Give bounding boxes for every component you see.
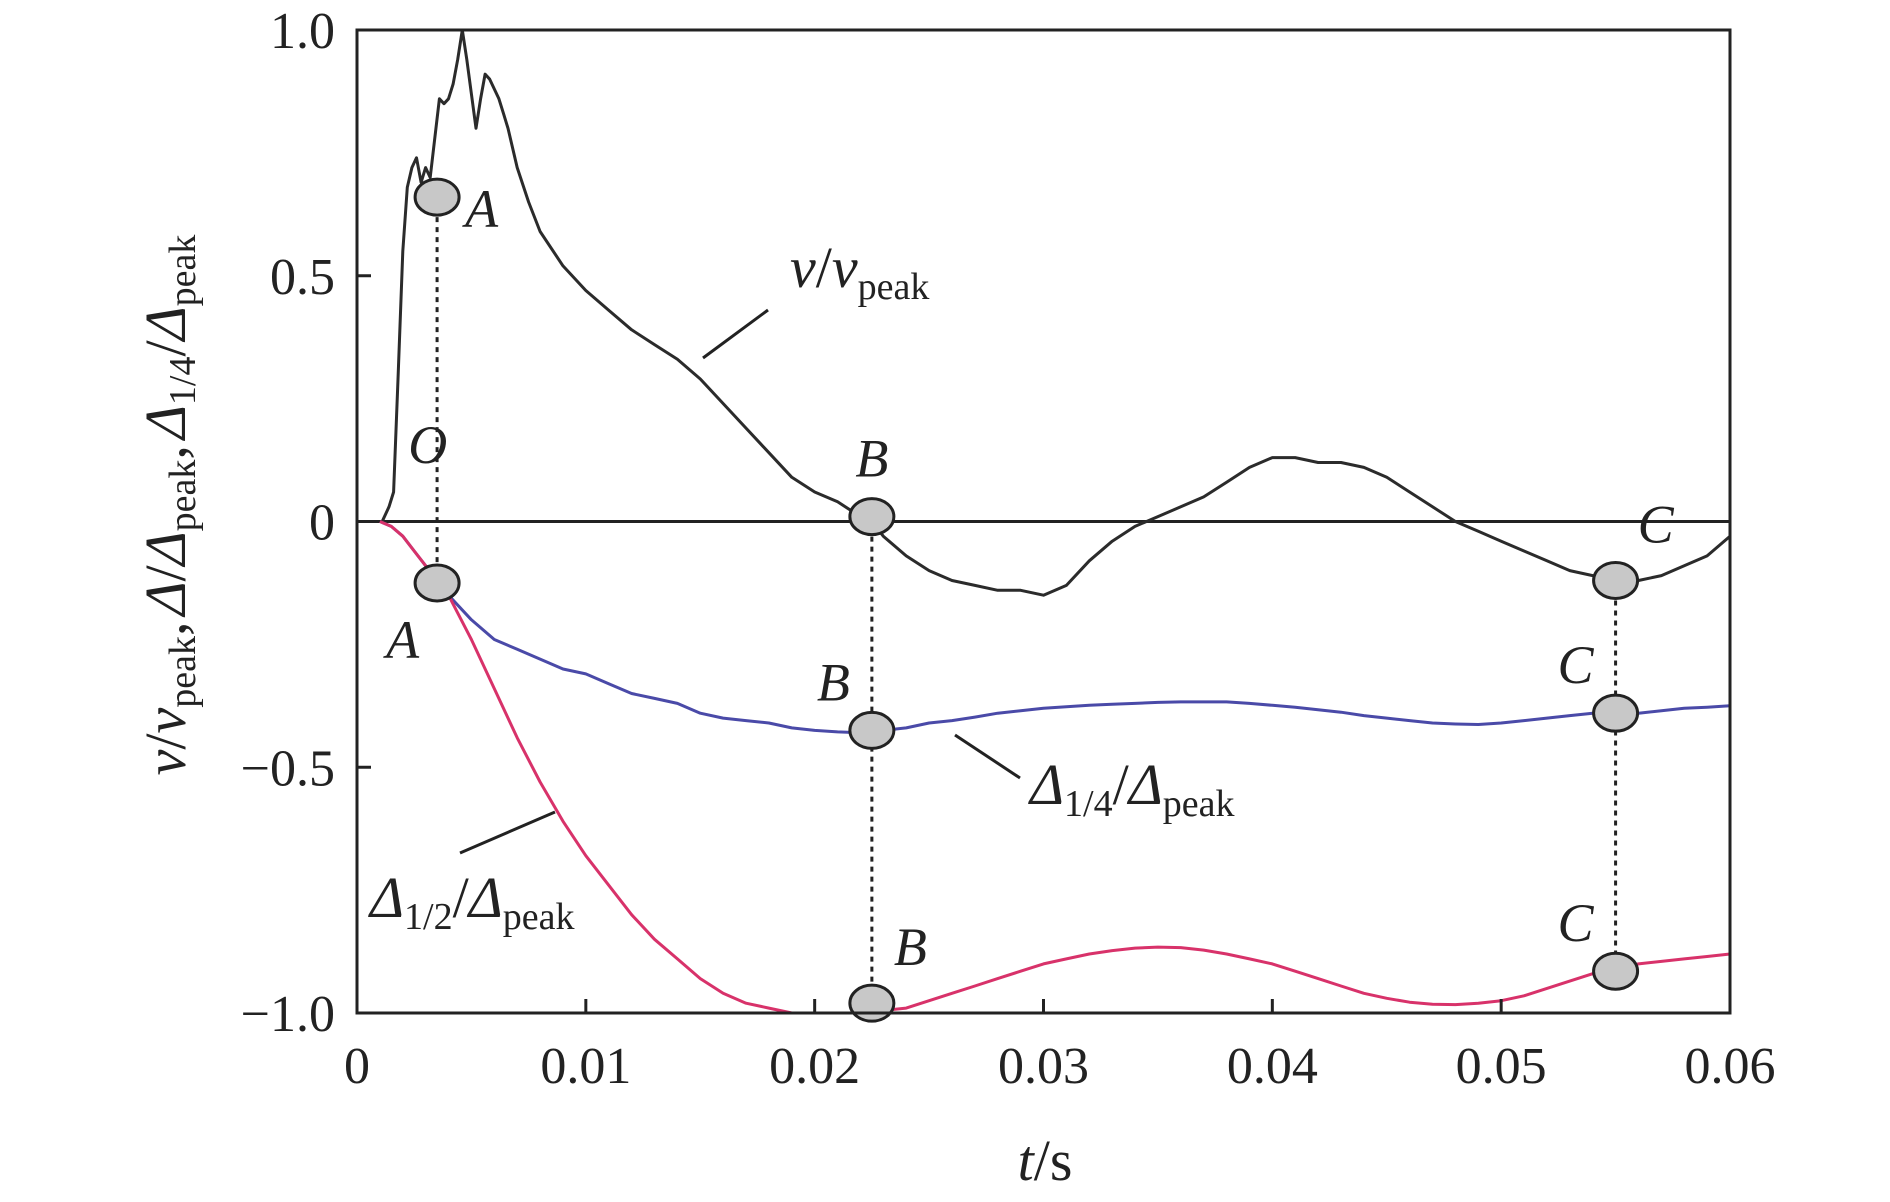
marker-label-2: B <box>855 429 888 489</box>
x-tick-label-4: 0.04 <box>1227 1038 1318 1095</box>
leader-delta-half <box>459 810 556 855</box>
marker-6 <box>1592 693 1640 733</box>
label-dq-sep: / <box>1113 752 1130 817</box>
marker-5 <box>1592 560 1640 600</box>
y-tick-label-2: 0 <box>309 495 335 552</box>
y-tick-label-0: 1.0 <box>270 3 335 60</box>
y-axis-slash-3: / <box>133 339 198 356</box>
y-axis-title: v/vpeak,Δ/Δpeak,Δ1/4/Δpeak <box>133 235 204 776</box>
y-axis-delta: Δ <box>133 582 198 618</box>
label-dh-sub1: 1/2 <box>404 896 453 938</box>
marker-7 <box>1592 951 1640 991</box>
series-line-2 <box>379 520 1731 1015</box>
y-tick-label-4: −1.0 <box>241 986 335 1043</box>
label-v-sep: / <box>816 235 833 300</box>
x-tick-label-6: 0.06 <box>1685 1038 1776 1095</box>
marker-0 <box>413 177 461 217</box>
marker-1 <box>413 563 461 603</box>
x-tick-label-3: 0.03 <box>998 1038 1089 1095</box>
marker-2 <box>848 497 896 537</box>
label-dq-sub1: 1/4 <box>1064 783 1113 825</box>
y-axis-quarter-sub: 1/4 <box>162 356 204 405</box>
y-axis-v: v <box>133 749 198 775</box>
x-tick-label-2: 0.02 <box>769 1038 860 1095</box>
label-dh-var2: Δ <box>467 865 503 930</box>
y-tick-label-3: −0.5 <box>241 740 335 797</box>
label-v-var: v <box>790 235 816 300</box>
label-dh-sub: peak <box>503 896 575 938</box>
y-axis-delta-peak: Δ <box>133 531 198 567</box>
label-dq-var2: Δ <box>1127 752 1163 817</box>
label-v-sub: peak <box>858 266 930 308</box>
y-axis-slash-1: / <box>133 733 198 750</box>
x-tick-label-0: 0 <box>344 1038 370 1095</box>
marker-4 <box>848 983 896 1023</box>
x-axis-title: t/s <box>1018 1128 1073 1193</box>
y-axis-delta-peak-2: Δ <box>133 306 198 342</box>
label-v-var2: v <box>832 235 858 300</box>
marker-label-1: A <box>383 610 420 670</box>
marker-label-4: B <box>894 917 927 977</box>
marker-label-0: A <box>462 179 499 239</box>
marker-label-7: C <box>1558 893 1595 953</box>
label-dq-sub: peak <box>1163 783 1235 825</box>
x-tick-label-5: 0.05 <box>1456 1038 1547 1095</box>
label-dq-var: Δ <box>1028 752 1064 817</box>
marker-3 <box>848 710 896 750</box>
series-line-0 <box>380 28 1731 597</box>
y-tick-label-1: 0.5 <box>270 249 335 306</box>
plot-area: A A B B B C C C O <box>355 28 1732 1023</box>
x-tick-label-1: 0.01 <box>540 1038 631 1095</box>
y-axis-peak-sub-3: peak <box>162 235 204 307</box>
x-axis-var: t <box>1018 1128 1036 1193</box>
label-delta-quarter: Δ1/4/Δpeak <box>1028 752 1235 825</box>
y-axis-comma-1: , <box>133 622 198 637</box>
marker-label-5: C <box>1638 494 1675 554</box>
leader-delta-quarter <box>954 733 1021 780</box>
y-axis-delta-quarter: Δ <box>133 405 198 441</box>
marker-label-6: C <box>1558 635 1595 695</box>
y-axis-peak-sub-1: peak <box>162 636 204 708</box>
y-axis-slash-2: / <box>133 565 198 582</box>
x-axis-unit: /s <box>1034 1128 1073 1193</box>
y-axis-v-peak: v <box>133 708 198 734</box>
axis-ticks: 0 0.01 0.02 0.03 0.04 0.05 0.06 1.0 0.5 0 −0.5 −1.0 <box>241 3 1776 1095</box>
origin-label: O <box>408 415 447 475</box>
marker-label-3: B <box>817 652 850 712</box>
leader-v-vpeak <box>702 308 769 360</box>
y-axis-peak-sub-2: peak <box>162 460 204 532</box>
label-dh-var: Δ <box>368 865 404 930</box>
label-delta-half: Δ1/2/Δpeak <box>368 865 575 938</box>
label-dh-sep: / <box>453 865 470 930</box>
label-v-vpeak: v/vpeak <box>790 235 929 308</box>
series-line-1 <box>379 520 1731 735</box>
y-axis-comma-2: , <box>133 445 198 460</box>
